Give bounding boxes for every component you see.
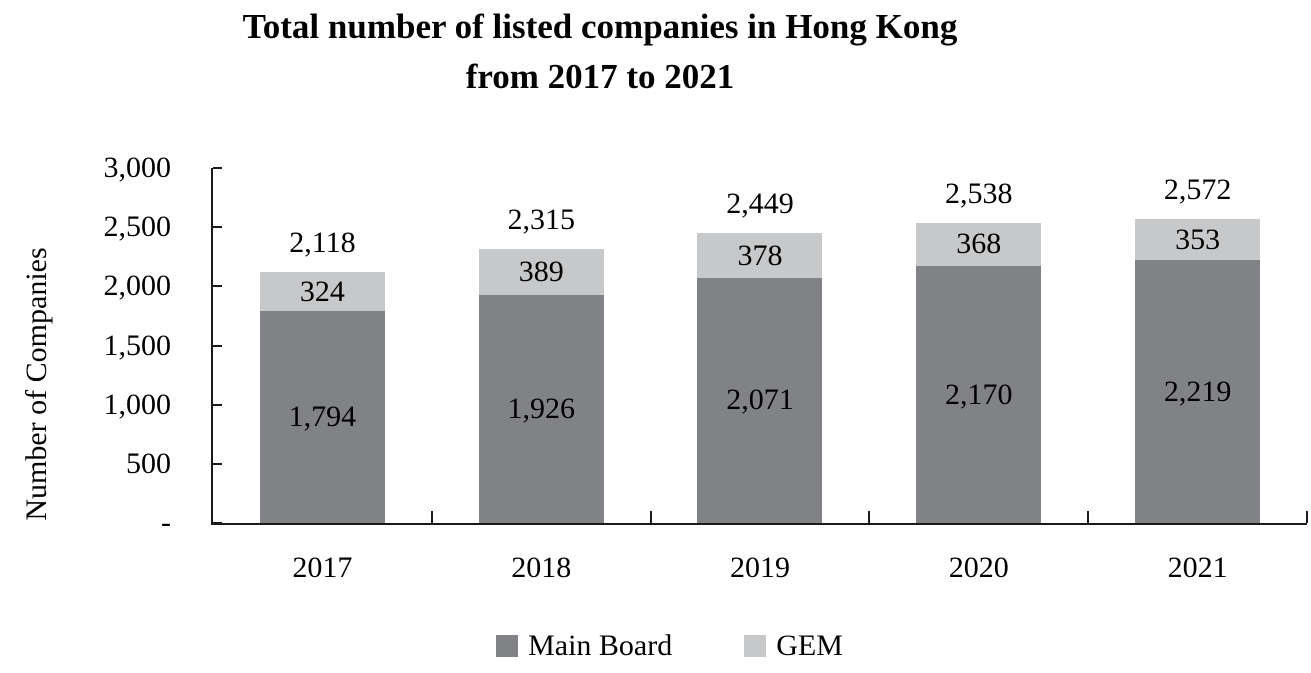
- x-axis-tick: [649, 511, 652, 523]
- x-category-label-2021: 2021: [1167, 551, 1228, 584]
- x-category-label-2020: 2020: [948, 551, 1009, 584]
- y-axis-tick-label: 1,500: [103, 328, 172, 362]
- bar-segment-main-board-2021: 2,219: [1135, 260, 1261, 523]
- total-label-2020: 2,538: [945, 176, 1013, 210]
- bar-segment-gem-2018: 389: [478, 249, 604, 296]
- y-axis-tick: [213, 462, 222, 465]
- x-category-label-2017: 2017: [292, 551, 353, 584]
- y-axis-tick: [213, 167, 222, 169]
- total-label-2019: 2,449: [726, 187, 794, 221]
- bar-2020: 2,170 368: [916, 222, 1042, 523]
- legend-item-main-board: Main Board: [496, 629, 672, 663]
- x-axis-tick: [1306, 511, 1308, 523]
- bar-group-2020: 2,170 368 2,538 2020: [869, 168, 1088, 584]
- legend-label-gem: GEM: [776, 629, 843, 662]
- bar-2017: 1,794 324: [259, 272, 385, 523]
- bar-segment-gem-2019: 378: [697, 233, 823, 278]
- y-axis-tick-label: -: [161, 506, 171, 539]
- legend-swatch-main-board-icon: [496, 635, 519, 657]
- bar-segment-main-board-2017: 1,794: [259, 310, 385, 523]
- y-axis-tick-label: 2,000: [103, 269, 172, 303]
- y-axis-tick: [213, 522, 222, 524]
- y-axis-tick: [213, 285, 222, 288]
- chart-title-line2: from 2017 to 2021: [465, 57, 735, 96]
- bar-segment-gem-2017: 324: [259, 272, 385, 311]
- bar-2021: 2,219 353: [1135, 218, 1261, 523]
- legend-swatch-gem-icon: [744, 635, 767, 657]
- y-axis-tick: [213, 344, 222, 347]
- y-axis-tick: [213, 226, 222, 229]
- y-axis-tick-label: 2,500: [103, 210, 172, 244]
- chart-title: Total number of listed companies in Hong…: [0, 2, 1200, 102]
- bar-segment-main-board-2020: 2,170: [916, 266, 1042, 523]
- x-category-label-2018: 2018: [511, 551, 572, 584]
- chart-title-line1: Total number of listed companies in Hong…: [242, 7, 958, 46]
- bar-group-2021: 2,219 353 2,572 2021: [1088, 168, 1307, 584]
- legend-label-main-board: Main Board: [528, 629, 673, 662]
- x-axis-tick: [868, 511, 871, 523]
- bar-2018: 1,926 389: [478, 249, 604, 523]
- bar-segment-main-board-2018: 1,926: [478, 295, 604, 523]
- plot-area: 1,794 324 2,118 2017 1,926 389 2,315 2018 2,071 3…: [211, 167, 1308, 584]
- total-label-2017: 2,118: [289, 226, 356, 260]
- legend-item-gem: GEM: [744, 629, 843, 663]
- bar-group-2018: 1,926 389 2,315 2018: [432, 168, 651, 584]
- y-axis-tick: [213, 403, 222, 406]
- x-axis-tick: [1087, 511, 1090, 523]
- bar-2019: 2,071 378: [697, 233, 823, 523]
- bar-segment-main-board-2019: 2,071: [697, 277, 823, 523]
- total-label-2018: 2,315: [507, 203, 575, 237]
- bar-segment-gem-2021: 353: [1135, 218, 1261, 261]
- total-label-2021: 2,572: [1163, 172, 1232, 206]
- y-axis-tick-label: 1,000: [103, 387, 172, 421]
- y-axis-tick-label: 500: [126, 446, 171, 480]
- legend: Main Board GEM: [14, 629, 1311, 663]
- x-axis-tick: [430, 511, 433, 523]
- y-axis-tick-label: 3,000: [103, 151, 172, 184]
- x-category-label-2019: 2019: [729, 551, 790, 584]
- bar-segment-gem-2020: 368: [916, 222, 1042, 267]
- bar-group-2017: 1,794 324 2,118 2017: [213, 168, 432, 584]
- bar-group-2019: 2,071 378 2,449 2019: [651, 168, 870, 584]
